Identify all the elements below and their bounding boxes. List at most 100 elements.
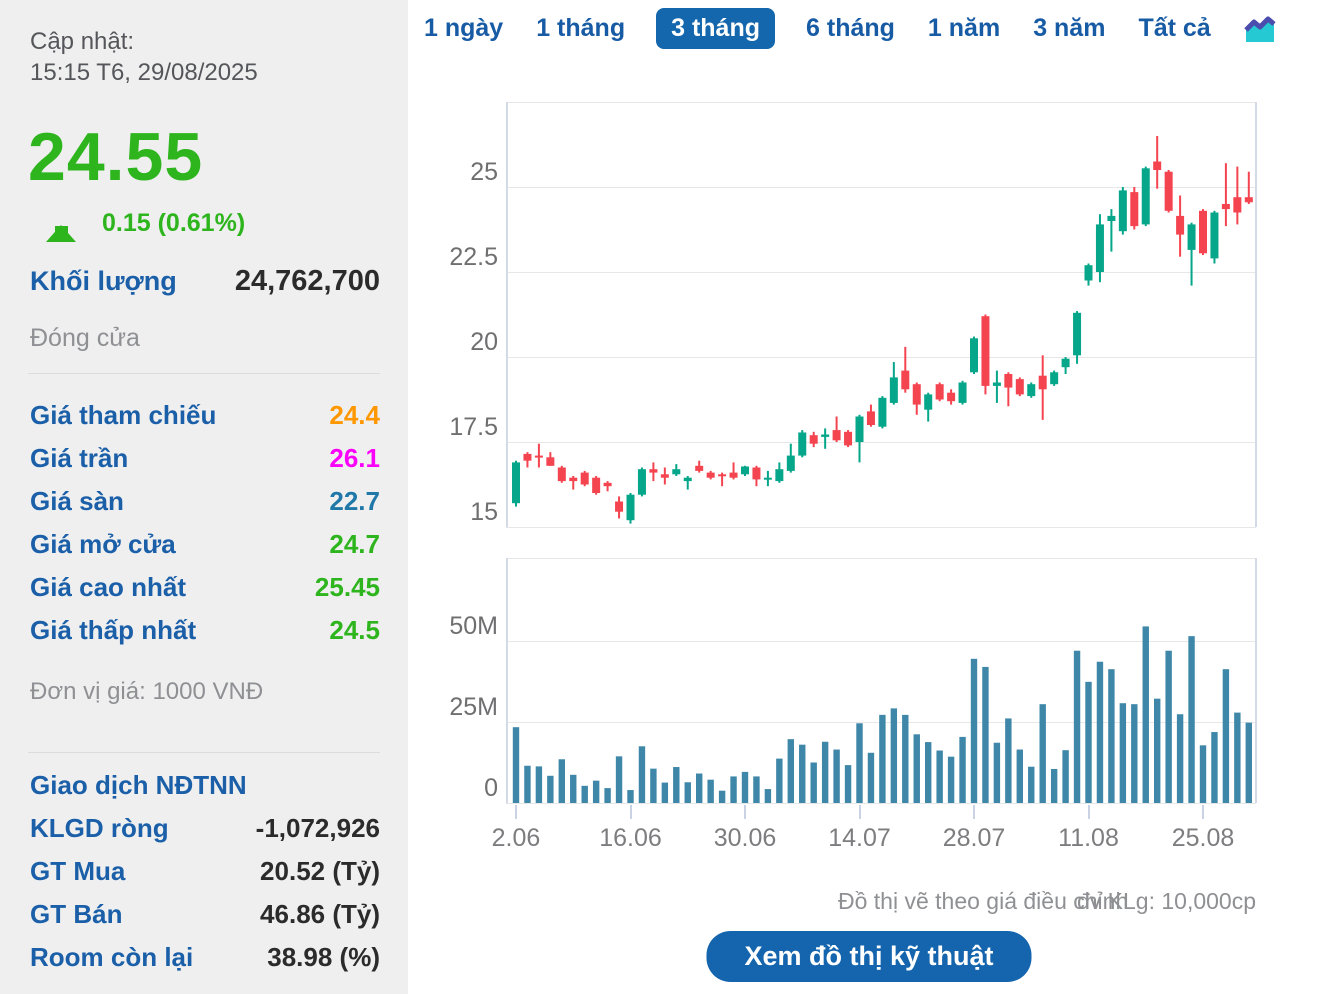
price-panel-right-border	[1255, 102, 1257, 527]
table-row: Giá sàn 22.7	[30, 486, 380, 529]
row-label: Giá thấp nhất	[30, 615, 197, 645]
up-arrow-icon	[46, 208, 76, 242]
volume-bar	[1085, 681, 1092, 803]
candle	[1187, 224, 1196, 250]
table-row: GT Mua 20.52 (Tỷ)	[30, 856, 380, 899]
volume-bar	[787, 739, 794, 803]
candle	[534, 455, 543, 458]
candle	[1015, 379, 1024, 395]
price-axis-label: 25	[470, 158, 498, 186]
volume-bar	[1108, 669, 1115, 803]
row-label: Giá sàn	[30, 486, 124, 516]
foreign-table: KLGD ròng -1,072,926 GT Mua 20.52 (Tỷ) GT Bá…	[30, 813, 380, 985]
candle	[901, 370, 910, 390]
candle	[569, 477, 578, 482]
volume-bar	[1039, 704, 1046, 803]
row-value: 46.86 (Tỷ)	[260, 899, 380, 929]
candle	[523, 453, 532, 461]
candle	[580, 472, 589, 485]
candle	[718, 474, 727, 477]
volume-bar	[925, 742, 932, 803]
volume-axis-label: 0	[484, 774, 498, 802]
table-row: Giá thấp nhất 24.5	[30, 615, 380, 658]
table-row: KLGD ròng -1,072,926	[30, 813, 380, 856]
volume-bar	[535, 766, 543, 803]
volume-bar	[650, 768, 657, 803]
volume-bar	[1199, 745, 1207, 803]
row-value: 38.98 (%)	[267, 942, 380, 972]
candle	[832, 430, 841, 441]
volume-bar	[558, 759, 565, 803]
candle	[603, 482, 612, 487]
price-gridline	[506, 442, 1256, 443]
candle	[592, 477, 601, 493]
volume-value: 24,762,700	[234, 265, 380, 297]
timeframe-tab-3-năm[interactable]: 3 năm	[1033, 14, 1106, 42]
volume-unit-note: đv KLg: 10,000cp	[1076, 888, 1256, 914]
volume-gridline	[506, 641, 1256, 642]
volume-bar	[615, 756, 623, 803]
candle	[855, 416, 864, 442]
row-label: KLGD ròng	[30, 813, 169, 843]
current-price: 24.55	[28, 119, 204, 195]
price-axis-label: 20	[470, 328, 498, 356]
updated-time: 15:15 T6, 29/08/2025	[30, 59, 258, 86]
timeframe-tab-Tất-cả[interactable]: Tất cả	[1138, 14, 1211, 42]
timeframe-tab-1-tháng[interactable]: 1 tháng	[536, 14, 626, 42]
volume-bar	[1050, 768, 1058, 803]
volume-bar	[1176, 714, 1184, 803]
price-panel-left-border	[506, 102, 508, 527]
price-gridline	[506, 187, 1256, 188]
volume-bar	[902, 714, 909, 803]
row-label: GT Mua	[30, 856, 126, 886]
area-chart-icon[interactable]	[1243, 15, 1276, 43]
candle	[706, 472, 715, 478]
x-axis-tick	[858, 805, 861, 819]
candle	[729, 472, 738, 478]
volume-bar	[1131, 704, 1138, 803]
volume-bar	[592, 780, 600, 803]
candle	[660, 474, 669, 478]
volume-bar	[913, 734, 920, 803]
volume-bar	[1165, 650, 1172, 803]
row-label: GT Bán	[30, 899, 123, 929]
x-axis-tick	[1087, 805, 1090, 819]
candle	[809, 435, 818, 444]
candle	[981, 316, 990, 386]
volume-bar	[1154, 698, 1161, 803]
row-label: Room còn lại	[30, 942, 194, 972]
candle	[912, 384, 921, 405]
candle	[626, 494, 635, 521]
candle	[637, 469, 646, 495]
timeframe-tab-3-tháng[interactable]: 3 tháng	[656, 8, 776, 49]
price-change-row: 0.15 (0.61%)	[46, 208, 245, 242]
timeframe-tab-1-năm[interactable]: 1 năm	[927, 14, 1001, 42]
technical-chart-button[interactable]: Xem đồ thị kỹ thuật	[706, 931, 1032, 982]
x-axis-label: 25.08	[1171, 824, 1235, 852]
candle	[1095, 224, 1104, 272]
timeframe-tab-6-tháng[interactable]: 6 tháng	[806, 14, 895, 42]
x-axis-tick	[1202, 805, 1204, 819]
candle	[947, 392, 956, 402]
volume-bar	[1245, 722, 1252, 803]
table-row: Giá cao nhất 25.45	[30, 572, 380, 615]
volume-bar	[856, 723, 863, 803]
candle	[695, 465, 704, 471]
volume-top-border	[506, 558, 1256, 559]
candle	[1084, 265, 1093, 281]
candle	[878, 397, 887, 427]
candle	[1118, 190, 1127, 232]
timeframe-tab-1-ngày[interactable]: 1 ngày	[424, 14, 504, 42]
x-axis-label: 30.06	[713, 824, 777, 852]
volume-bar	[982, 666, 989, 803]
candle	[1027, 384, 1036, 397]
volume-bar	[512, 727, 520, 803]
candle	[512, 462, 520, 504]
x-axis-label: 14.07	[828, 824, 891, 852]
candle	[1004, 374, 1013, 388]
price-axis-label: 22.5	[449, 243, 498, 271]
candle	[1061, 358, 1070, 368]
candle	[866, 411, 875, 425]
candle	[935, 384, 944, 400]
